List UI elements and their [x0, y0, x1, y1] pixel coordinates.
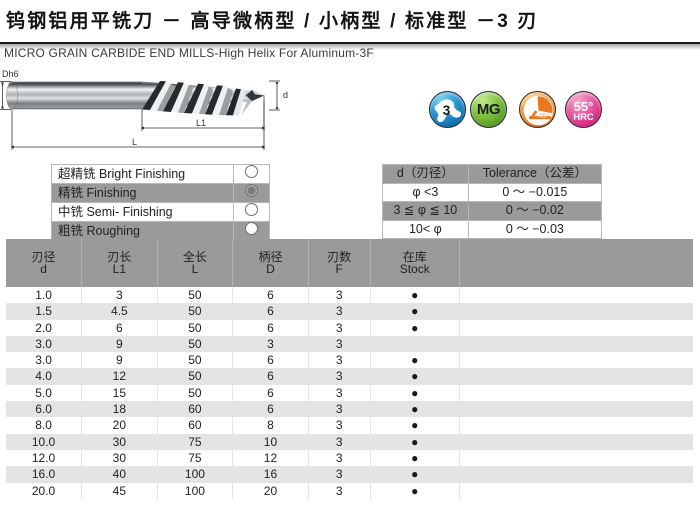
svg-text:L: L — [132, 137, 137, 147]
svg-text:Dh6: Dh6 — [2, 69, 19, 79]
svg-text:3: 3 — [443, 103, 451, 118]
svg-text:45°: 45° — [538, 111, 549, 120]
svg-text:L1: L1 — [196, 118, 206, 128]
svg-text:d: d — [283, 90, 288, 100]
